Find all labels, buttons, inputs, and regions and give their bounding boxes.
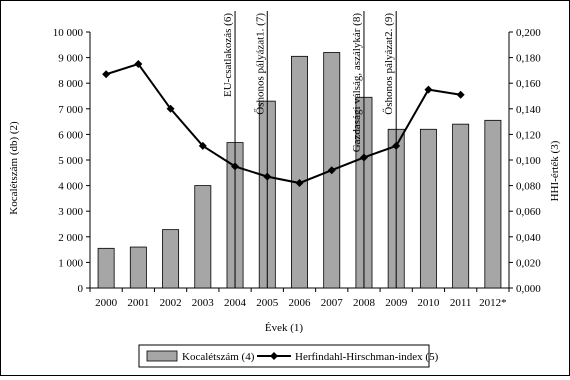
bar	[162, 229, 180, 289]
hhi-point	[456, 90, 465, 99]
bar	[194, 185, 212, 289]
x-tick-label: 2011	[450, 297, 472, 309]
hhi-point	[263, 172, 272, 181]
x-tick-label: 2009	[385, 297, 408, 309]
bar	[291, 55, 308, 289]
left-axis-ticks: 0 1 000 2 000 3 000 4 000 5 000 6 000 7 000 8 00…	[53, 27, 90, 295]
x-tick-label: 2004	[224, 297, 247, 309]
event-label: Gazdasági válság, aszálykár (8)	[351, 13, 363, 153]
x-tick-label: 2005	[256, 297, 279, 309]
hhi-point	[166, 104, 175, 113]
right-tick-label: 0,160	[516, 78, 541, 90]
hhi-point	[392, 141, 401, 150]
event-label: Őshonos pályázat2. (9)	[383, 13, 395, 115]
hhi-point	[231, 162, 240, 171]
right-tick-label: 0,200	[516, 27, 541, 39]
x-tick-label: 2003	[192, 297, 215, 309]
x-tick-label: 2010	[417, 297, 440, 309]
bar	[484, 119, 502, 289]
right-tick-label: 0,000	[516, 283, 541, 295]
x-tick-label: 2012*	[479, 297, 507, 309]
left-tick-label: 2 000	[58, 232, 83, 244]
hhi-point	[295, 179, 304, 188]
left-tick-label: 5 000	[58, 155, 83, 167]
hhi-point	[102, 70, 111, 79]
x-tick-label: 2007	[321, 297, 344, 309]
hhi-point	[198, 141, 207, 150]
x-tick-label: 2001	[127, 297, 149, 309]
right-tick-label: 0,080	[516, 181, 541, 193]
x-tick-label: 2006	[289, 297, 312, 309]
right-tick-label: 0,060	[516, 206, 541, 218]
legend-bar-label: Kocalétszám (4)	[182, 351, 255, 363]
bar	[419, 128, 437, 289]
left-tick-label: 1 000	[58, 257, 83, 269]
x-tick-label: 2002	[160, 297, 182, 309]
right-tick-label: 0,140	[516, 104, 541, 116]
left-tick-label: 8 000	[58, 78, 83, 90]
right-tick-label: 0,120	[516, 129, 541, 141]
left-tick-label: 4 000	[58, 181, 83, 193]
event-label: EU-csatlakozás (6)	[222, 13, 234, 97]
legend-bar-swatch	[146, 350, 178, 362]
hhi-point	[327, 166, 336, 175]
right-tick-label: 0,040	[516, 232, 541, 244]
left-tick-label: 10 000	[53, 27, 84, 39]
legend: Kocalétszám (4) Herfindahl-Hirschman-ind…	[138, 344, 439, 368]
right-tick-label: 0,180	[516, 53, 541, 65]
hhi-point	[134, 60, 143, 68]
left-tick-label: 6 000	[58, 129, 83, 141]
legend-line-label: Herfindahl-Hirschman-index (5)	[295, 351, 439, 363]
hhi-line	[105, 62, 461, 185]
x-tick-label: 2008	[353, 297, 376, 309]
event-label: Őshonos pályázat1. (7)	[254, 13, 266, 115]
hhi-point	[359, 153, 368, 162]
x-axis-title: Évek (1)	[265, 322, 304, 334]
bar	[129, 246, 147, 289]
left-axis-title: Kocalétszám (db) (2)	[8, 121, 20, 215]
right-tick-label: 0,100	[516, 155, 541, 167]
bar	[97, 247, 115, 289]
x-tick-label: 2000	[95, 297, 118, 309]
left-tick-label: 0	[78, 283, 84, 295]
left-tick-label: 3 000	[58, 206, 83, 218]
line-series	[102, 60, 465, 188]
hhi-point	[424, 85, 433, 94]
right-axis-ticks: 0,000 0,020 0,040 0,060 0,080 0,100 0,120 0,140…	[509, 27, 541, 295]
bar-series	[97, 52, 502, 289]
right-tick-label: 0,020	[516, 257, 541, 269]
left-tick-label: 7 000	[58, 104, 83, 116]
event-lines: EU-csatlakozás (6) Őshonos pályázat1. (7)…	[222, 11, 397, 288]
bar	[452, 123, 470, 289]
right-axis-title: HHI-érték (3)	[549, 140, 561, 201]
legend-line-marker	[270, 352, 278, 360]
x-axis-ticks: 2000 2001 2002 2003 2004 2005 2006 2007 2008 2009…	[89, 288, 510, 309]
left-tick-label: 9 000	[58, 53, 83, 65]
